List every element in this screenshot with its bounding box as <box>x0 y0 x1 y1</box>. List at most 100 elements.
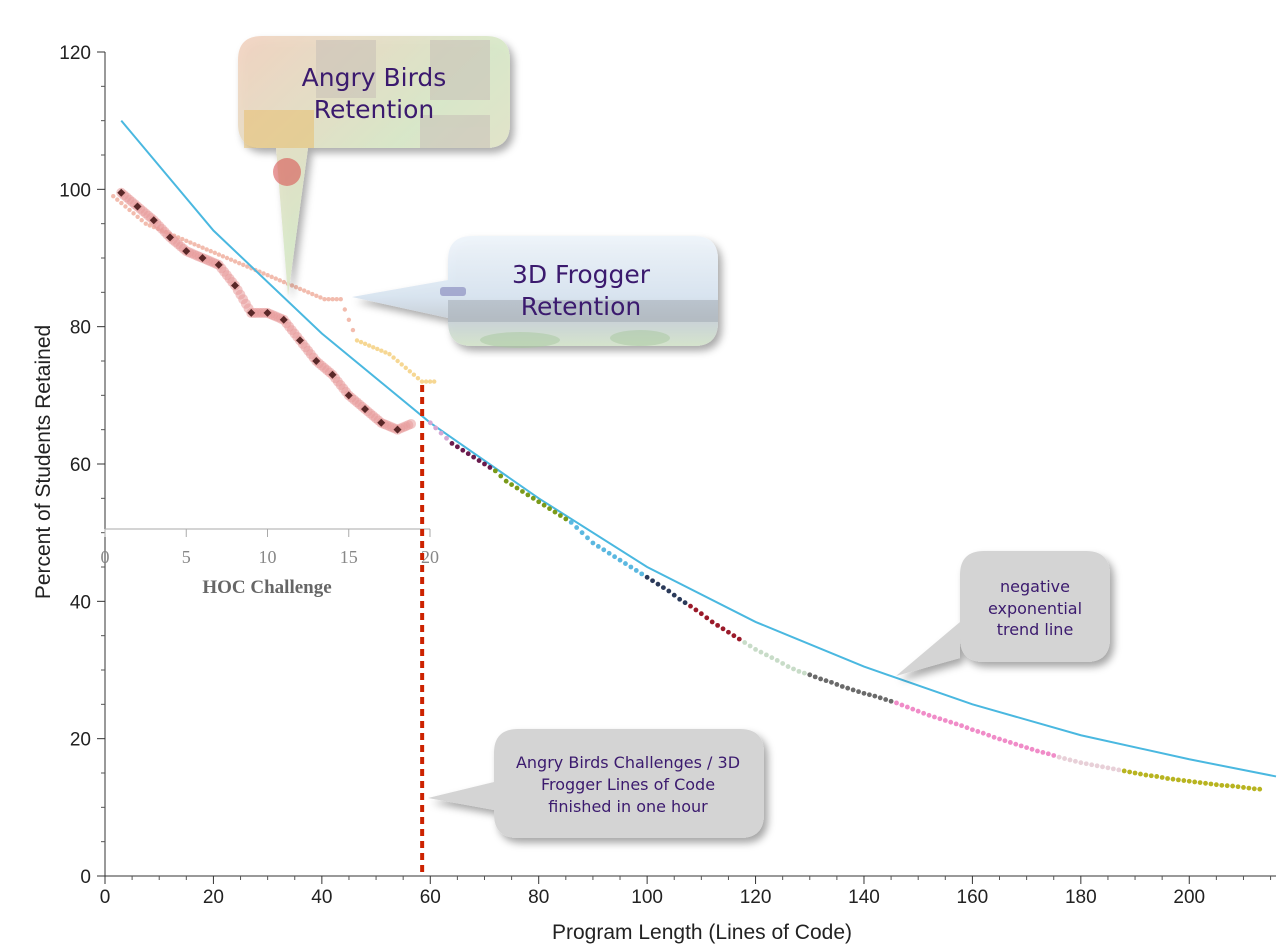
inset-faint-point <box>127 207 132 213</box>
frogger-point <box>856 689 861 695</box>
frogger-point <box>910 706 916 712</box>
inset-faint-point <box>338 297 343 302</box>
inset-faint-point <box>188 240 193 245</box>
inset-x-axis-title: HOC Challenge <box>202 577 331 598</box>
angry-birds-point <box>344 391 353 400</box>
inset-faint-point <box>411 372 417 377</box>
inset-faint-point <box>427 379 433 384</box>
frogger-point <box>1051 753 1057 758</box>
inset-faint-point <box>306 290 311 295</box>
y-tick-label: 40 <box>70 592 91 613</box>
inset-faint-point <box>293 284 299 290</box>
frogger-point <box>915 708 921 714</box>
inset-faint-point <box>423 379 429 384</box>
inset-faint-point <box>204 247 209 252</box>
frogger-point <box>579 530 585 536</box>
inset-faint-series <box>111 194 437 384</box>
frogger-point <box>449 441 455 446</box>
inset-faint-point <box>346 317 352 322</box>
frogger-point <box>991 734 997 740</box>
frogger-point <box>975 729 981 734</box>
inset-faint-point <box>342 307 348 312</box>
frogger-point <box>720 626 726 632</box>
inset-faint-point <box>395 358 400 364</box>
frogger-point <box>1170 776 1176 782</box>
angry-bird-icon <box>273 158 301 186</box>
y-tick-label: 60 <box>70 455 91 476</box>
frogger-point <box>1143 772 1149 778</box>
frogger-callout-decor <box>440 287 718 348</box>
frogger-point <box>1246 785 1252 791</box>
frogger-point <box>953 721 959 727</box>
frogger-point <box>650 578 655 584</box>
inset-faint-point <box>322 297 327 302</box>
frogger-point <box>1186 778 1192 784</box>
frogger-point <box>1219 782 1225 788</box>
frogger-point <box>492 468 498 474</box>
frogger-point <box>769 655 775 661</box>
x-tick-label: 100 <box>631 887 663 908</box>
angry-birds-point <box>247 308 256 317</box>
inset-faint-point <box>330 297 335 302</box>
frogger-point <box>763 652 769 658</box>
frogger-point <box>644 574 650 580</box>
inset-faint-point <box>111 194 116 199</box>
frogger-point <box>883 697 889 702</box>
frogger-point <box>666 588 672 594</box>
frogger-point <box>726 629 731 635</box>
frogger-point <box>557 513 563 518</box>
inset-faint-point <box>192 242 197 247</box>
frogger-point <box>1165 776 1170 781</box>
frogger-point <box>1127 769 1133 775</box>
inset-faint-point <box>399 362 404 367</box>
inset-faint-point <box>143 221 148 226</box>
inset-faint-point <box>334 297 339 302</box>
frogger-point <box>660 585 666 590</box>
frogger-point <box>628 564 634 570</box>
inset-faint-point <box>208 248 213 254</box>
inset-faint-point <box>135 214 140 219</box>
frogger-point <box>1067 757 1073 763</box>
inset-faint-point <box>139 218 144 223</box>
inset-faint-point <box>407 369 413 374</box>
frogger-callout <box>352 236 718 346</box>
inset-faint-point <box>119 200 124 206</box>
angry-birds-point <box>231 281 239 290</box>
frogger-point <box>872 693 878 699</box>
frogger-point <box>1138 771 1143 777</box>
inset-faint-point <box>241 262 246 268</box>
frogger-point <box>1073 758 1078 764</box>
x-axis-title: Program Length (Lines of Code) <box>552 921 852 944</box>
frogger-point <box>823 678 829 684</box>
inset-faint-point <box>228 257 234 262</box>
inset-faint-point <box>387 351 392 357</box>
inset-faint-point <box>220 254 226 259</box>
angry-birds-point <box>117 188 126 197</box>
frogger-point <box>520 489 525 494</box>
x-tick-label: 180 <box>1065 887 1097 908</box>
frogger-point <box>812 674 818 680</box>
frogger-point <box>1029 746 1035 752</box>
angry-birds-point <box>198 254 207 262</box>
inset-faint-point <box>115 197 120 202</box>
frogger-point <box>1192 779 1198 785</box>
frogger-point <box>1132 770 1138 776</box>
y-axis-ticks: 0 20 40 60 80 100 120 <box>59 43 105 888</box>
frogger-point <box>1100 764 1105 770</box>
car-icon <box>440 287 466 296</box>
inset-faint-point <box>196 243 201 249</box>
frogger-point <box>655 581 661 587</box>
frogger-point <box>818 676 824 682</box>
frogger-point <box>747 643 753 649</box>
x-tick-label: 60 <box>420 887 441 908</box>
frogger-point <box>791 666 796 672</box>
x-tick-label: 20 <box>203 887 224 908</box>
frogger-point <box>1251 786 1257 792</box>
frogger-point <box>801 670 807 676</box>
frogger-point <box>1002 738 1008 744</box>
x-tick-label: 40 <box>311 887 332 908</box>
frogger-point <box>877 695 883 701</box>
frogger-point <box>709 619 715 625</box>
frogger-point <box>829 679 834 685</box>
frogger-point <box>959 723 964 729</box>
